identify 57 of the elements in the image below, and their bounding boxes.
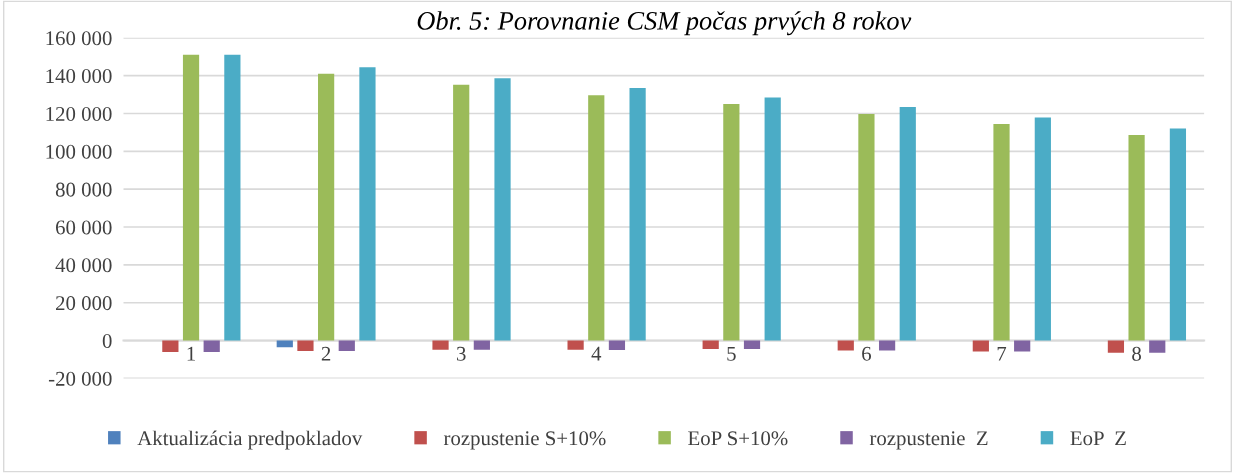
legend-label: Aktualizácia predpokladov [137, 430, 363, 450]
bar [1107, 340, 1125, 353]
chart-title: Obr. 5: Porovnanie CSM počas prvých 8 rokov [417, 11, 912, 36]
y-tick-label: 140 000 [46, 69, 112, 84]
bar [723, 104, 740, 341]
bar [972, 340, 989, 352]
bar [338, 340, 355, 351]
x-tick-label: 7 [997, 346, 1007, 361]
y-tick-label: 40 000 [55, 258, 112, 273]
bar [1169, 128, 1187, 341]
bar [702, 340, 719, 350]
bar [1149, 340, 1166, 353]
y-tick-label: 160 000 [46, 31, 112, 46]
bar [162, 340, 179, 352]
bar [318, 73, 335, 341]
x-tick-label: 1 [187, 346, 195, 361]
bar [453, 84, 470, 341]
legend-label: EoP Z [1070, 431, 1126, 446]
legend-label: rozpustenie S+10% [443, 431, 606, 450]
bar [224, 54, 241, 341]
y-tick-label: -20 000 [48, 371, 112, 386]
y-tick-label: 20 000 [56, 296, 112, 311]
x-tick-label: 3 [456, 346, 466, 361]
bar [993, 124, 1010, 341]
bar [1034, 117, 1051, 341]
bar [588, 95, 605, 341]
x-tick-label: 6 [862, 346, 872, 361]
bar [878, 340, 896, 351]
bar [359, 67, 376, 341]
x-tick-label: 4 [591, 346, 602, 361]
bar [1128, 135, 1145, 341]
bar [432, 340, 449, 350]
bar [743, 340, 761, 350]
bar [182, 54, 200, 341]
legend-label: EoP S+10% [688, 431, 788, 446]
y-tick-label: 100 000 [46, 144, 112, 159]
y-tick-label: 60 000 [55, 220, 112, 235]
bar [858, 113, 875, 341]
bar [276, 340, 293, 348]
legend-label: rozpustenie Z [869, 431, 988, 450]
bar [297, 340, 314, 351]
x-tick-label: 5 [727, 346, 736, 361]
bar [473, 340, 490, 350]
bar [764, 97, 781, 341]
bar [203, 340, 220, 352]
bar [1014, 340, 1031, 352]
bar [629, 87, 646, 341]
bar [837, 340, 854, 351]
bar [899, 106, 916, 341]
bar [608, 340, 626, 351]
x-tick-label: 8 [1132, 346, 1141, 361]
y-tick-label: 0 [102, 333, 112, 348]
bar [494, 78, 511, 341]
x-tick-label: 2 [321, 346, 331, 361]
y-tick-label: 120 000 [46, 106, 112, 121]
bar [567, 340, 584, 350]
y-tick-label: 80 000 [55, 182, 112, 197]
